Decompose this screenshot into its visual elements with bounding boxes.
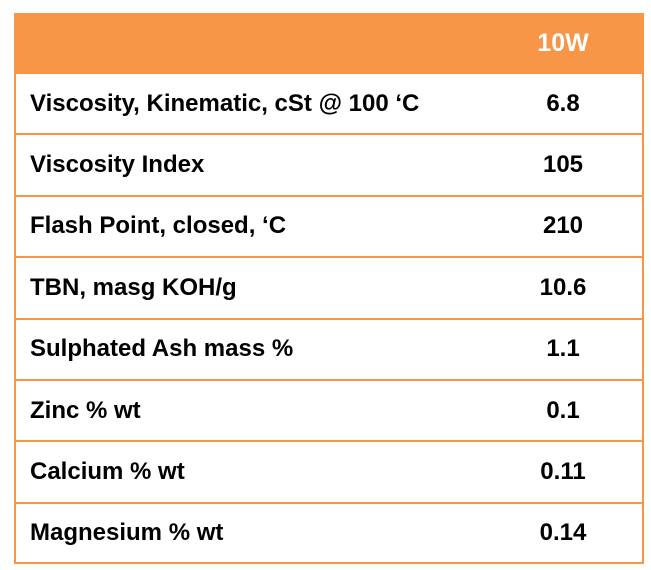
table-row: Viscosity Index 105 (16, 133, 642, 196)
row-property: Sulphated Ash mass % (16, 317, 484, 380)
row-value: 10.6 (484, 256, 642, 319)
table-row: Zinc % wt 0.1 (16, 378, 642, 442)
row-property: Zinc % wt (16, 378, 484, 442)
row-value: 0.14 (484, 501, 642, 562)
row-value: 210 (484, 194, 642, 258)
row-property: Magnesium % wt (16, 501, 484, 562)
row-value: 1.1 (484, 317, 642, 380)
row-value: 0.11 (484, 440, 642, 503)
row-property: TBN, masg KOH/g (16, 256, 484, 319)
table-header-row: 10W (16, 15, 642, 73)
row-value: 105 (484, 133, 642, 196)
table-row: Magnesium % wt 0.14 (16, 501, 642, 562)
header-property-cell (16, 15, 484, 73)
row-value: 6.8 (484, 71, 642, 135)
row-value: 0.1 (484, 378, 642, 442)
row-property: Viscosity Index (16, 133, 484, 196)
header-grade-cell: 10W (484, 15, 642, 73)
table-row: Sulphated Ash mass % 1.1 (16, 317, 642, 380)
row-property: Flash Point, closed, ‘C (16, 194, 484, 258)
row-property: Viscosity, Kinematic, cSt @ 100 ‘C (16, 71, 484, 135)
table-row: Flash Point, closed, ‘C 210 (16, 194, 642, 258)
row-property: Calcium % wt (16, 440, 484, 503)
table-row: Viscosity, Kinematic, cSt @ 100 ‘C 6.8 (16, 71, 642, 135)
table-row: Calcium % wt 0.11 (16, 440, 642, 503)
table-row: TBN, masg KOH/g 10.6 (16, 256, 642, 319)
spec-table-container: 10W Viscosity, Kinematic, cSt @ 100 ‘C 6… (14, 13, 644, 564)
spec-table: 10W Viscosity, Kinematic, cSt @ 100 ‘C 6… (16, 15, 642, 562)
